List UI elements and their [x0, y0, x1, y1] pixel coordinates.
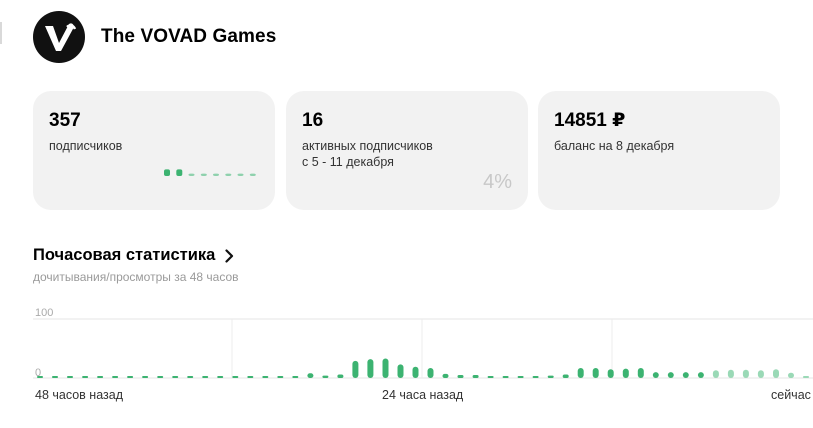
y-tick-0: 0	[35, 367, 41, 379]
chart-bar[interactable]	[262, 376, 269, 378]
chart-bar[interactable]	[622, 368, 629, 378]
active-subscribers-card[interactable]: 16 активных подписчиков с 5 - 11 декабря…	[286, 91, 528, 210]
chart-bar[interactable]	[592, 368, 599, 378]
chart-bar[interactable]	[457, 375, 464, 378]
chart-bar[interactable]	[322, 375, 329, 378]
chart-bar[interactable]	[187, 376, 194, 378]
chart-bar[interactable]	[352, 360, 359, 378]
chart-bar[interactable]	[112, 376, 119, 378]
chart-bar[interactable]	[652, 372, 659, 378]
active-subscribers-percent: 4%	[483, 171, 512, 193]
x-label-48h: 48 часов назад	[35, 388, 123, 402]
x-label-24h: 24 часа назад	[382, 388, 464, 402]
vovad-logo-mark	[45, 23, 77, 51]
chart-bar[interactable]	[773, 369, 779, 378]
chart-bar[interactable]	[682, 372, 689, 378]
chart-bar[interactable]	[427, 368, 434, 378]
chart-bar[interactable]	[757, 370, 764, 378]
chart-bar[interactable]	[742, 369, 749, 378]
chart-bar[interactable]	[637, 368, 644, 378]
chart-bar[interactable]	[697, 372, 704, 378]
balance-card[interactable]: 14851 ₽ баланс на 8 декабря	[538, 91, 780, 210]
chart-bar[interactable]	[232, 376, 239, 378]
vovad-logo-icon[interactable]	[33, 11, 85, 63]
subscriber-trend-bar	[225, 173, 232, 176]
chart-bar[interactable]	[412, 366, 419, 378]
chart-bar[interactable]	[562, 374, 569, 379]
subscriber-trend-bar	[237, 173, 244, 176]
x-label-now: сейчас	[771, 388, 811, 402]
subscriber-trend-bar	[249, 173, 256, 176]
chart-bar[interactable]	[502, 376, 509, 378]
chart-bar[interactable]	[247, 376, 254, 378]
y-tick-100: 100	[35, 307, 53, 319]
chart-bar[interactable]	[517, 376, 524, 378]
balance-label: баланс на 8 декабря	[554, 139, 675, 153]
subscribers-count: 357	[49, 110, 81, 131]
chart-bar[interactable]	[307, 373, 314, 378]
chart-bar[interactable]	[52, 376, 58, 378]
chart-bar[interactable]	[727, 369, 734, 378]
chart-bar[interactable]	[712, 370, 719, 378]
chart-bars	[37, 358, 809, 379]
chart-bar[interactable]	[607, 369, 614, 378]
chart-bar[interactable]	[67, 376, 73, 378]
chart-bar[interactable]	[803, 376, 809, 378]
subscribers-card[interactable]: 357 подписчиков	[33, 91, 275, 210]
chart-bar[interactable]	[788, 372, 794, 378]
active-subscribers-count: 16	[302, 110, 324, 131]
left-edge-marker	[0, 22, 2, 44]
chart-bar[interactable]	[82, 376, 89, 378]
hourly-stats-link[interactable]: Почасовая статистика	[33, 246, 234, 265]
subscriber-trend-bar	[200, 173, 207, 176]
chart-bar[interactable]	[547, 375, 554, 378]
chart-bar[interactable]	[532, 376, 539, 378]
chart-bar[interactable]	[397, 364, 404, 378]
active-subscribers-label: активных подписчиков с 5 - 11 декабря	[302, 138, 512, 170]
chart-bar[interactable]	[337, 374, 344, 379]
channel-name[interactable]: The VOVAD Games	[101, 26, 277, 47]
subscriber-trend-sparkline	[164, 169, 256, 176]
chart-bar[interactable]	[202, 376, 209, 378]
hourly-stats-subtitle: дочитывания/просмотры за 48 часов	[33, 270, 239, 284]
chart-bar[interactable]	[217, 376, 224, 378]
chart-bar[interactable]	[157, 376, 164, 378]
chart-bar[interactable]	[292, 376, 299, 378]
active-subscribers-period: с 5 - 11 декабря	[302, 155, 394, 169]
chart-bar[interactable]	[127, 376, 134, 378]
chart-bar[interactable]	[142, 376, 149, 378]
chart-bar[interactable]	[367, 359, 374, 378]
channel-header: The VOVAD Games	[33, 11, 276, 63]
chevron-right-icon	[225, 248, 234, 263]
chart-bar[interactable]	[577, 368, 584, 378]
chart-bar[interactable]	[382, 358, 389, 379]
active-subscribers-label-line-1: активных подписчиков	[302, 139, 433, 153]
chart-bar[interactable]	[472, 375, 479, 378]
balance-amount: 14851 ₽	[554, 110, 626, 131]
chart-bar[interactable]	[442, 373, 449, 378]
hourly-stats-title: Почасовая статистика	[33, 246, 216, 264]
chart-bar[interactable]	[487, 376, 494, 378]
subscribers-label: подписчиков	[49, 139, 123, 153]
chart-bar[interactable]	[172, 376, 179, 378]
subscriber-trend-bar	[176, 169, 183, 176]
subscriber-trend-bar	[213, 173, 219, 176]
chart-bar[interactable]	[37, 376, 43, 378]
chart-bar[interactable]	[97, 376, 104, 378]
subscriber-trend-bar	[188, 173, 195, 176]
hourly-chart: 100 0	[33, 307, 813, 379]
chart-gridlines	[33, 318, 813, 379]
chart-bar[interactable]	[667, 372, 674, 378]
subscriber-trend-bar	[164, 169, 170, 176]
chart-bar[interactable]	[277, 376, 284, 378]
